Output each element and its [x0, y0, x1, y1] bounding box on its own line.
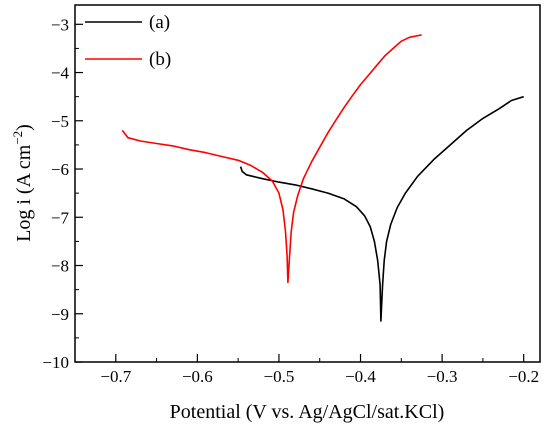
y-tick-label: −6: [51, 160, 69, 179]
y-tick-label: −4: [51, 64, 70, 83]
y-tick-label: −8: [51, 257, 69, 276]
y-tick-label: −5: [51, 112, 69, 131]
x-tick-label: −0.7: [100, 367, 131, 386]
series-layer: [121, 34, 524, 322]
plot-area: −0.7 −0.6 −0.5 −0.4 −0.3 −0.2 −10 −9 −8 −7 −6 −5 −4…: [42, 4, 541, 386]
x-axis-ticks: −0.7 −0.6 −0.5 −0.4 −0.3 −0.2: [74, 354, 539, 386]
y-tick-label: −3: [51, 15, 69, 34]
legend-label-a: (a): [149, 12, 170, 33]
y-tick-label: −10: [42, 353, 69, 372]
x-axis-title: Potential (V vs. Ag/AgCl/sat.KCl): [170, 401, 445, 423]
x-tick-label: −0.4: [345, 367, 376, 386]
y-axis-title-main: Log i (A cm: [13, 144, 35, 242]
y-axis-ticks: −10 −9 −8 −7 −6 −5 −4 −3: [42, 15, 83, 372]
series-line-a: [239, 95, 524, 322]
y-tick-label: −7: [51, 208, 70, 227]
x-tick-label: −0.3: [427, 367, 458, 386]
series-line-b: [121, 34, 422, 284]
x-tick-label: −0.5: [264, 367, 295, 386]
y-axis-title-close: ): [13, 124, 35, 131]
x-tick-label: −0.6: [182, 367, 213, 386]
y-tick-label: −9: [51, 305, 69, 324]
y-axis-title: Log i (A cm−2): [10, 124, 35, 242]
legend: (a) (b): [85, 12, 171, 70]
legend-label-b: (b): [149, 49, 171, 70]
y-axis-title-sup: −2: [10, 131, 25, 145]
plot-frame: [74, 4, 541, 363]
x-tick-label: −0.2: [508, 367, 539, 386]
